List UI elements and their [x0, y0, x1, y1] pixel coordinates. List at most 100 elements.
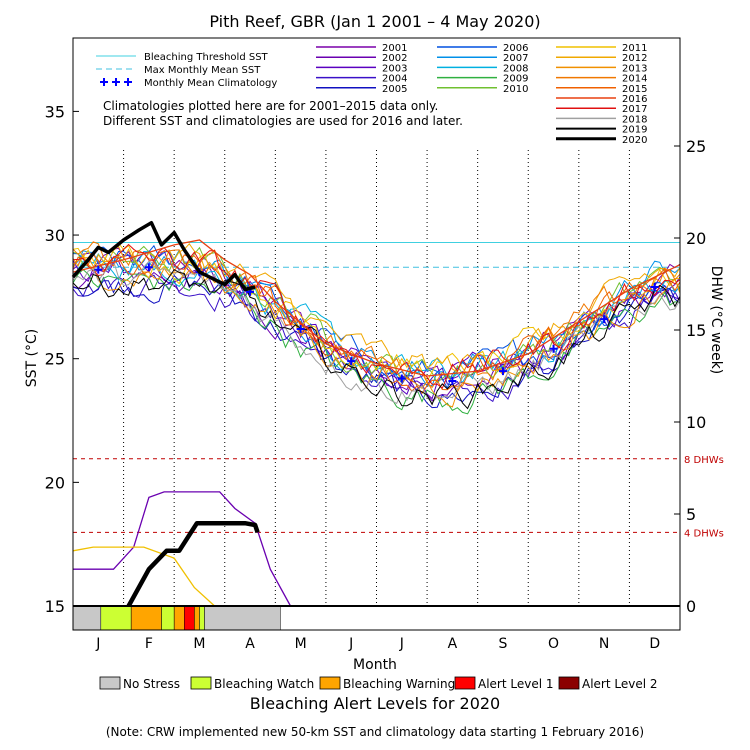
alert-legend-label: Alert Level 2 — [582, 677, 658, 691]
left-tick-label: 20 — [45, 473, 65, 492]
alert-legend-label: Bleaching Watch — [214, 677, 314, 691]
sst-line-2018 — [72, 259, 681, 405]
status-segment — [204, 605, 281, 631]
legend-year-label: 2006 — [503, 43, 528, 54]
legend-year-label: 2020 — [622, 135, 647, 146]
sst-line-2005 — [72, 272, 681, 409]
month-label: M — [193, 636, 205, 652]
legend-year-label: 2010 — [503, 84, 528, 95]
month-label: S — [499, 636, 508, 652]
status-segment — [100, 605, 132, 631]
sst-line-2015 — [72, 253, 681, 395]
month-label: J — [399, 636, 404, 652]
alert-legend-swatch — [319, 676, 341, 690]
alert-legend-label: Alert Level 1 — [478, 677, 554, 691]
legend-year-label: 2002 — [382, 53, 407, 64]
legend-year-label: 2018 — [622, 114, 647, 125]
month-label: J — [95, 636, 100, 652]
dhw-line-2011 — [72, 546, 216, 607]
legend-year-label: 2016 — [622, 94, 647, 105]
right-tick-label: 20 — [686, 229, 706, 248]
sst-line-2011 — [72, 242, 681, 383]
dhw-ref-label: 4 DHWs — [684, 528, 724, 539]
sst-line-2004 — [72, 274, 681, 403]
alert-legend-swatch — [454, 676, 476, 690]
legend-ref-label: Max Monthly Mean SST — [144, 65, 261, 76]
left-tick-label: 30 — [45, 226, 65, 245]
status-segment — [72, 605, 102, 631]
alert-legend-label: Bleaching Warning — [343, 677, 455, 691]
legend-ref-label: Monthly Mean Climatology — [144, 78, 277, 89]
legend-clim-marker — [112, 78, 120, 86]
legend-clim-marker — [100, 78, 108, 86]
legend-year-label: 2017 — [622, 104, 647, 115]
y-axis-right-label: DHW (°C week) — [708, 266, 724, 375]
legend-clim-marker — [124, 78, 132, 86]
month-label: N — [599, 636, 609, 652]
month-label: A — [448, 636, 458, 652]
legend-year-label: 2005 — [382, 84, 407, 95]
sst-line-2019 — [72, 268, 681, 410]
legend-note-2: Different SST and climatologies are used… — [103, 114, 463, 128]
climatology-point — [94, 265, 103, 274]
climatology-point — [498, 367, 507, 376]
climatology-point — [448, 376, 457, 385]
climatology-point — [296, 325, 305, 334]
climatology-point — [144, 263, 153, 272]
legend-year-label: 2011 — [622, 43, 647, 54]
left-tick-label: 15 — [45, 597, 65, 616]
legend-year-label: 2019 — [622, 125, 647, 136]
month-label: O — [548, 636, 559, 652]
alert-legend-swatch — [190, 676, 212, 690]
right-tick-label: 5 — [686, 505, 696, 524]
status-segment — [199, 605, 205, 631]
climatology-point — [650, 282, 659, 291]
dhw-line-2020 — [126, 520, 260, 608]
climatology-point — [347, 357, 356, 366]
climatology-point — [549, 344, 558, 353]
left-tick-label: 25 — [45, 350, 65, 369]
legend-year-label: 2003 — [382, 63, 407, 74]
legend-year-label: 2004 — [382, 74, 407, 85]
right-tick-label: 0 — [686, 597, 696, 616]
alert-legend-swatch — [99, 676, 121, 690]
legend-year-label: 2001 — [382, 43, 407, 54]
month-label: A — [245, 636, 255, 652]
legend-year-label: 2009 — [503, 74, 528, 85]
sst-line-2012 — [72, 243, 681, 376]
sst-line-2020 — [71, 220, 256, 292]
legend-year-label: 2008 — [503, 63, 528, 74]
month-label: D — [649, 636, 660, 652]
legend-year-label: 2015 — [622, 84, 647, 95]
footnote: (Note: CRW implemented new 50-km SST and… — [106, 725, 644, 739]
dhw-ref-label: 8 DHWs — [684, 455, 724, 466]
legend-note-1: Climatologies plotted here are for 2001–… — [103, 99, 438, 113]
climatology-point — [397, 374, 406, 383]
month-label: M — [295, 636, 307, 652]
climatology-point — [600, 315, 609, 324]
plot-frame — [72, 37, 681, 631]
legend-ref-label: Bleaching Threshold SST — [144, 52, 269, 63]
status-segment — [194, 605, 200, 631]
left-tick-label: 35 — [45, 102, 65, 121]
legend-year-label: 2012 — [622, 53, 647, 64]
chart-title: Pith Reef, GBR (Jan 1 2001 – 4 May 2020) — [209, 12, 540, 31]
alert-legend-label: No Stress — [123, 677, 180, 691]
legend-year-label: 2007 — [503, 53, 528, 64]
status-segment — [161, 605, 175, 631]
x-axis-label: Month — [353, 657, 397, 673]
month-label: J — [348, 636, 353, 652]
legend-year-label: 2014 — [622, 74, 647, 85]
sst-line-2016 — [72, 239, 681, 377]
alert-legend-swatch — [558, 676, 580, 690]
right-tick-label: 10 — [686, 413, 706, 432]
status-segment — [184, 605, 195, 631]
status-segment — [130, 605, 162, 631]
dhw-line-2002 — [73, 491, 292, 607]
right-tick-label: 15 — [686, 321, 706, 340]
legend-year-label: 2013 — [622, 63, 647, 74]
month-label: F — [145, 636, 153, 652]
right-tick-label: 25 — [686, 137, 706, 156]
y-axis-left-label: SST (°C) — [24, 329, 40, 387]
